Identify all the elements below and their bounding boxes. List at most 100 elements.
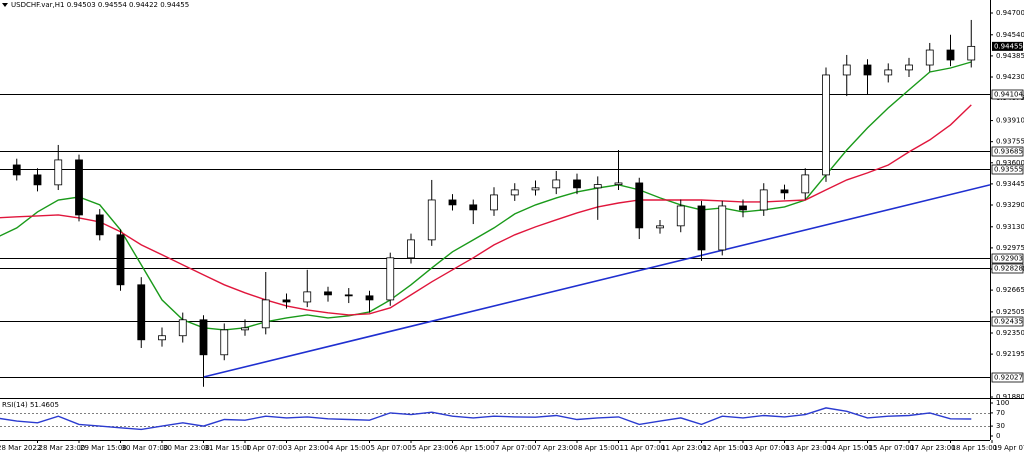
candle-body	[12, 164, 21, 176]
x-tick-label: 31 Mar 15:00	[205, 444, 252, 452]
x-tick-label: 7 Apr 07:00	[495, 444, 536, 452]
y-tick-label: 0.92350	[996, 329, 1024, 337]
y-tick-label: 0.92975	[996, 244, 1024, 252]
candle-body	[199, 319, 208, 356]
rsi-tick-label: 100	[996, 399, 1009, 407]
current-price-box	[992, 41, 1023, 51]
x-tick-label: 5 Apr 23:00	[412, 444, 453, 452]
level-label: 0.94104	[994, 91, 1023, 99]
rsi-tick-label: 0	[996, 432, 1000, 440]
candle-body	[75, 159, 83, 216]
candle-body	[324, 291, 332, 296]
level-label: 0.93685	[994, 148, 1023, 156]
candle-body	[510, 189, 519, 196]
candle-body	[759, 189, 768, 211]
x-tick-label: 15 Apr 07:00	[869, 444, 915, 452]
candle-body	[158, 335, 166, 341]
candle-body	[718, 205, 727, 251]
moving-average	[0, 61, 972, 331]
candle-body	[344, 294, 353, 297]
x-tick-label: 8 Apr 15:00	[578, 444, 619, 452]
y-tick-label: 0.91880	[996, 393, 1024, 401]
candle-body	[905, 64, 913, 71]
candle-body	[261, 299, 270, 329]
chart-title: USDCHF.var,H1 0.94503 0.94554 0.94422 0.…	[11, 1, 189, 9]
candle-body	[407, 239, 415, 259]
x-tick-label: 1 Apr 07:00	[246, 444, 287, 452]
x-tick-label: 13 Apr 23:00	[786, 444, 832, 452]
level-label-box	[991, 164, 1024, 175]
rsi-tick-label: 30	[996, 422, 1005, 430]
candle-body	[697, 205, 706, 251]
candle-body	[676, 205, 685, 227]
axes: 0.947000.945400.943850.942300.940750.939…	[0, 9, 1024, 452]
candle-body	[614, 182, 623, 185]
candle-body	[573, 179, 581, 189]
x-tick-label: 29 Mar 15:00	[80, 444, 127, 452]
level-label: 0.92828	[994, 265, 1023, 273]
menu-arrow[interactable]	[2, 3, 8, 7]
x-tick-label: 30 Mar 23:00	[163, 444, 210, 452]
y-tick-label: 0.94385	[996, 52, 1024, 60]
candle-body	[739, 205, 747, 211]
candle-body	[946, 49, 955, 61]
x-tick-label: 3 Apr 23:00	[288, 444, 329, 452]
x-tick-label: 11 Apr 23:00	[661, 444, 707, 452]
candle-body	[282, 299, 291, 303]
level-label-box	[991, 89, 1024, 100]
x-tick-label: 6 Apr 15:00	[454, 444, 495, 452]
rsi-plot	[0, 407, 990, 431]
y-tick-label: 0.93755	[996, 138, 1024, 146]
y-tick-label: 0.92195	[996, 350, 1024, 358]
rsi-tick-label: 70	[996, 409, 1005, 417]
candle-body	[656, 225, 664, 229]
y-tick-label: 0.93600	[996, 159, 1024, 167]
candle-body	[33, 174, 42, 186]
y-tick-label: 0.92665	[996, 286, 1024, 294]
candle-body	[448, 199, 457, 206]
x-tick-label: 4 Apr 15:00	[329, 444, 370, 452]
candle-body	[925, 49, 934, 66]
x-tick-label: 28 Mar 2022	[0, 444, 41, 452]
level-label: 0.92903	[994, 255, 1023, 263]
x-tick-label: 14 Apr 15:00	[827, 444, 873, 452]
level-label-box	[991, 372, 1024, 383]
y-tick-label: 0.93445	[996, 180, 1024, 188]
candle-body	[116, 234, 125, 286]
y-tick-label: 0.94230	[996, 73, 1024, 81]
x-tick-label: 18 Apr 15:00	[952, 444, 998, 452]
y-tick-label: 0.93290	[996, 201, 1024, 209]
candle-body	[531, 187, 540, 191]
x-tick-label: 11 Apr 07:00	[620, 444, 666, 452]
candle-body	[552, 179, 561, 189]
candle-body	[635, 182, 644, 229]
candle-body	[822, 74, 830, 176]
candle-body	[386, 257, 395, 301]
y-tick-label: 0.93910	[996, 117, 1024, 125]
candle-body	[220, 329, 229, 356]
candle-body	[95, 214, 104, 236]
level-label-box	[991, 263, 1024, 274]
y-tick-label: 0.93130	[996, 223, 1024, 231]
candle-body	[967, 45, 976, 61]
y-tick-label: 0.92505	[996, 308, 1024, 316]
level-label: 0.92027	[994, 374, 1023, 382]
candle-body	[469, 204, 478, 211]
candle-body	[365, 295, 374, 301]
x-tick-label: 12 Apr 15:00	[703, 444, 749, 452]
candle-body	[780, 189, 789, 194]
candle-body	[137, 284, 146, 341]
y-tick-label: 0.94540	[996, 31, 1024, 39]
y-tick-label: 0.94700	[996, 9, 1024, 17]
rsi-title: RSI(14) 51.4605	[2, 401, 59, 409]
candle-body	[801, 174, 810, 194]
current-price-label: 0.94455	[994, 42, 1023, 50]
level-label: 0.92435	[994, 318, 1023, 326]
rsi-line	[0, 407, 972, 431]
level-label-box	[991, 253, 1024, 264]
candle-body	[427, 199, 436, 241]
candle-body	[303, 291, 312, 303]
x-tick-label: 30 Mar 07:00	[122, 444, 169, 452]
